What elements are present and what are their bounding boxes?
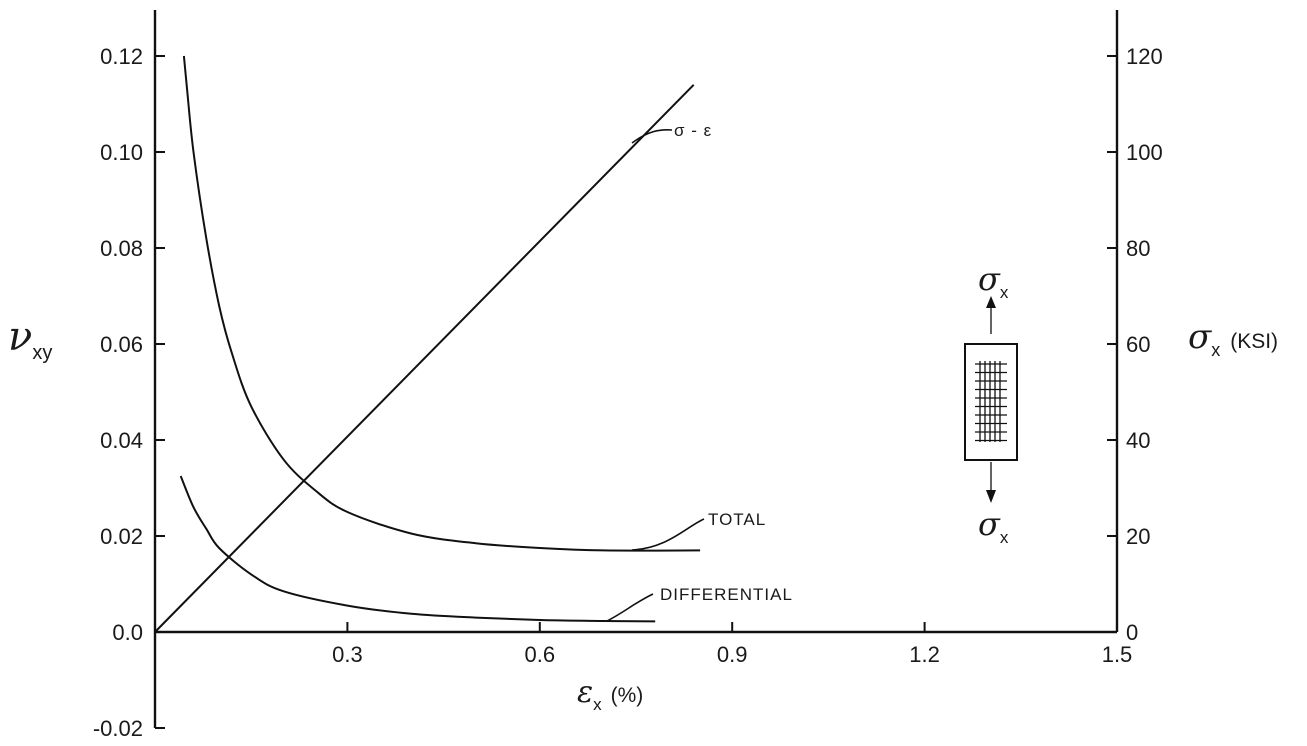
left-y-axis-title: νxy bbox=[8, 314, 52, 364]
x-ticks: 0.3 0.6 0.9 1.2 1.5 bbox=[332, 622, 1132, 667]
left-y-axis-symbol: ν bbox=[8, 314, 32, 360]
x-tick-label: 0.3 bbox=[332, 642, 363, 667]
left-y-tick-label: 0.12 bbox=[100, 44, 143, 69]
sigma-epsilon-leader bbox=[631, 128, 673, 144]
right-y-axis-symbol: σ bbox=[1188, 317, 1212, 357]
inset-bottom-arrowhead bbox=[986, 490, 996, 503]
right-y-ticks: 0 20 40 60 80 100 120 bbox=[1107, 44, 1163, 645]
x-tick-label: 0.6 bbox=[525, 642, 556, 667]
right-y-axis-subscript: x bbox=[1211, 340, 1220, 360]
inset-specimen-grid bbox=[975, 361, 1007, 442]
inset-top-symbol: σ bbox=[978, 260, 1001, 298]
series-layer bbox=[154, 55, 701, 633]
right-y-tick-label: 100 bbox=[1126, 140, 1163, 165]
left-y-tick-label: 0.08 bbox=[100, 236, 143, 261]
right-y-tick-label: 0 bbox=[1126, 620, 1138, 645]
inset-top-label: σx bbox=[978, 260, 1009, 302]
right-y-axis-unit: (KSI) bbox=[1230, 330, 1278, 353]
x-axis-subscript: x bbox=[593, 695, 602, 714]
differential-leader bbox=[606, 593, 654, 622]
inset-bottom-subscript: x bbox=[1000, 528, 1009, 547]
x-tick-label: 1.5 bbox=[1102, 642, 1133, 667]
right-y-tick-label: 20 bbox=[1126, 524, 1150, 549]
right-y-tick-label: 40 bbox=[1126, 428, 1150, 453]
left-y-tick-label: 0.10 bbox=[100, 140, 143, 165]
left-y-tick-label: 0.02 bbox=[100, 524, 143, 549]
right-y-tick-label: 80 bbox=[1126, 236, 1150, 261]
left-y-tick-label: 0.06 bbox=[100, 332, 143, 357]
series-line-differential bbox=[179, 475, 656, 623]
inset-top-subscript: x bbox=[1000, 283, 1009, 302]
x-axis-title: εx (%) bbox=[577, 675, 643, 714]
series-line-total bbox=[182, 55, 701, 552]
x-tick-label: 1.2 bbox=[909, 642, 940, 667]
right-y-axis-title: σx (KSI) bbox=[1188, 317, 1278, 360]
right-y-tick-label: 120 bbox=[1126, 44, 1163, 69]
left-y-tick-label: 0.0 bbox=[112, 620, 143, 645]
left-y-tick-label: 0.04 bbox=[100, 428, 143, 453]
axes bbox=[153, 10, 1119, 728]
series-line-stress-strain bbox=[154, 84, 695, 633]
inset-specimen-rect bbox=[964, 343, 1018, 461]
right-y-tick-label: 60 bbox=[1126, 332, 1150, 357]
inset-bottom-label: σx bbox=[978, 505, 1009, 547]
inset-bottom-symbol: σ bbox=[978, 505, 1001, 543]
annotation-leaders bbox=[606, 128, 705, 622]
x-axis-unit: (%) bbox=[611, 684, 644, 707]
total-leader bbox=[631, 518, 705, 551]
x-tick-label: 0.9 bbox=[717, 642, 748, 667]
x-axis-symbol: ε bbox=[577, 675, 593, 710]
left-y-ticks: -0.02 0.0 0.02 0.04 0.06 0.08 0.10 0.12 bbox=[93, 44, 165, 741]
specimen-inset: σx σx bbox=[964, 260, 1018, 547]
left-y-axis-subscript: xy bbox=[32, 342, 52, 364]
inset-top-arrowhead bbox=[986, 296, 996, 308]
differential-label: DIFFERENTIAL bbox=[660, 585, 793, 604]
left-y-tick-label: -0.02 bbox=[93, 716, 143, 741]
sigma-epsilon-label: σ - ε bbox=[674, 121, 712, 140]
total-label: TOTAL bbox=[708, 510, 766, 529]
